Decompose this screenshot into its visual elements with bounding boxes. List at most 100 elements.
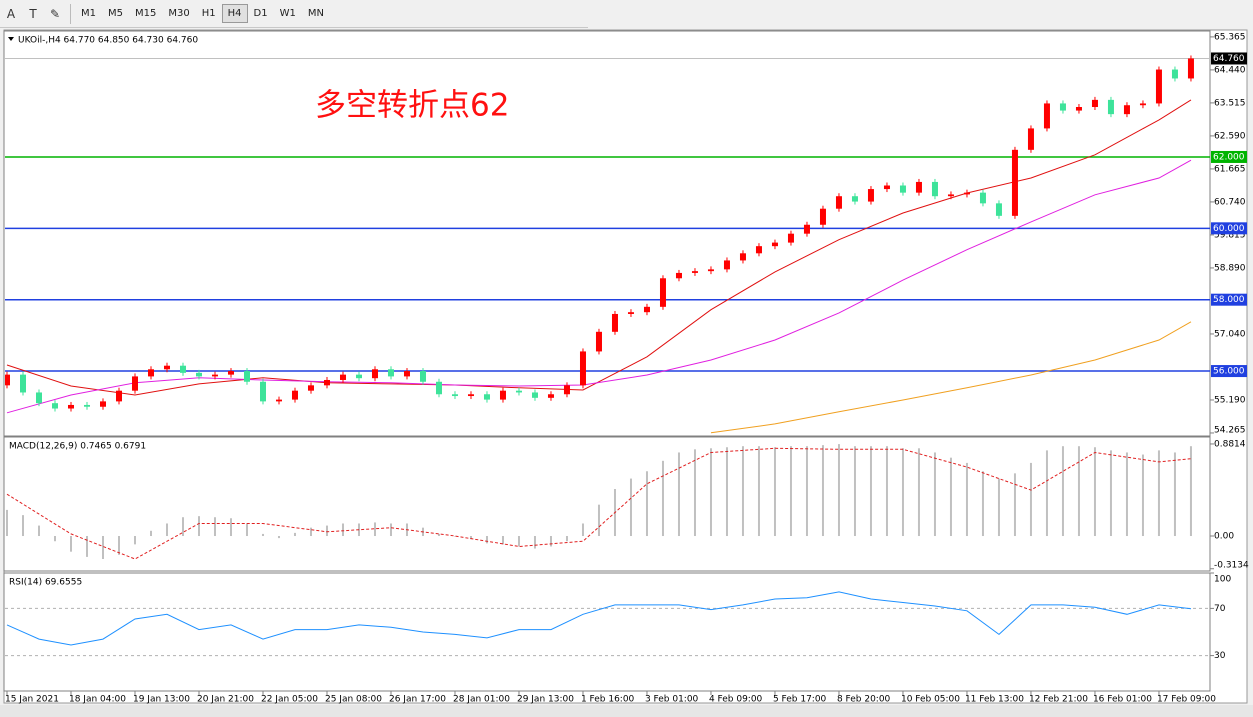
macd-bar (725, 447, 728, 537)
macd-bar (133, 536, 136, 545)
candle (803, 224, 810, 234)
candle (931, 181, 938, 197)
candle (275, 399, 282, 402)
macd-bar (165, 523, 168, 537)
macd-bar (277, 536, 280, 539)
timeframe-button[interactable]: W1 (279, 8, 296, 19)
candle (483, 394, 490, 400)
x-tick-label: 8 Feb 20:00 (837, 695, 891, 705)
macd-bar (325, 525, 328, 537)
candle (179, 365, 186, 373)
timeframe-button[interactable]: D1 (253, 8, 268, 19)
candle (1155, 69, 1162, 104)
tool-button[interactable]: T (29, 6, 37, 21)
candle (963, 192, 970, 195)
x-tick-label: 29 Jan 13:00 (517, 695, 574, 705)
timeframe-button[interactable]: M30 (168, 8, 190, 19)
timeframe-button[interactable]: M15 (135, 8, 157, 19)
level-tag (1211, 365, 1247, 378)
x-tick-label: 3 Feb 01:00 (645, 695, 699, 705)
macd-bar (533, 536, 536, 549)
panel-title: RSI(14) 69.6555 (9, 578, 82, 588)
candle (947, 194, 954, 197)
candle (547, 394, 554, 398)
macd-bar (677, 452, 680, 537)
x-tick-label: 12 Feb 21:00 (1029, 695, 1088, 705)
candle (755, 246, 762, 254)
macd-bar (1013, 473, 1016, 537)
x-tick-label: 18 Jan 04:00 (69, 695, 126, 705)
candle (163, 365, 170, 370)
candle (99, 401, 106, 407)
price-tag (1211, 52, 1247, 65)
plot (5, 444, 1192, 560)
macd-bar (1109, 450, 1112, 537)
tool-button[interactable]: A (6, 6, 16, 21)
candle (291, 390, 298, 400)
price-tag-label: 64.760 (1213, 54, 1245, 64)
annotation: 多空转折点62 (315, 88, 509, 124)
level-label: 60.000 (1213, 224, 1245, 234)
candle (531, 392, 538, 398)
macd-bar (245, 523, 248, 537)
y-tick-label: -0.3134 (1214, 561, 1249, 571)
x-tick-label: 26 Jan 17:00 (389, 695, 446, 705)
toolbar: A T ✎ M1 M5 M15 M30 H1 H4 D1 W1 MN (0, 0, 588, 28)
y-tick-label: 0.8814 (1214, 439, 1246, 449)
x-tick-label: 5 Feb 17:00 (773, 695, 827, 705)
timeframe-button[interactable]: MN (307, 8, 324, 19)
candle (339, 374, 346, 380)
candle (499, 390, 506, 400)
candle (867, 189, 874, 202)
macd-bar (1077, 446, 1080, 537)
x-tick-label: 17 Feb 09:00 (1157, 695, 1216, 705)
candle (691, 271, 698, 273)
macd-bar (21, 515, 24, 537)
plot (5, 591, 1210, 657)
candle (659, 278, 666, 307)
x-tick-label: 20 Jan 21:00 (197, 695, 254, 705)
macd-bar (933, 452, 936, 537)
macd-bar (389, 523, 392, 537)
candle (819, 208, 826, 225)
candle (707, 269, 714, 272)
rsi-line (6, 591, 1192, 646)
moving-average (6, 99, 1192, 396)
timeframe-button[interactable]: M5 (108, 8, 123, 19)
x-tick-label: 10 Feb 05:00 (901, 695, 960, 705)
macd-bar (261, 533, 264, 537)
y-tick-label: 55.190 (1214, 395, 1246, 405)
candle (19, 374, 26, 393)
level-label: 62.000 (1213, 152, 1245, 162)
macd-bar (853, 446, 856, 537)
candle (51, 403, 58, 409)
timeframe-button[interactable]: M1 (81, 8, 96, 19)
candle (979, 192, 986, 204)
candle (611, 313, 618, 332)
candle (355, 374, 362, 379)
timeframe-button[interactable]: H1 (201, 8, 216, 19)
macd-bar (1125, 452, 1128, 537)
macd-bar (901, 448, 904, 537)
candle (227, 371, 234, 375)
macd-bar (661, 460, 664, 537)
macd-bar (549, 536, 552, 547)
y-tick-label: 30 (1214, 651, 1226, 661)
macd-bar (213, 517, 216, 537)
candle (387, 369, 394, 377)
macd-bar (101, 536, 104, 559)
candle (1139, 103, 1146, 106)
macd-bar (981, 471, 984, 537)
macd-bar (1061, 446, 1064, 537)
tool-icon[interactable]: ✎ (49, 6, 61, 21)
macd-bar (693, 449, 696, 537)
x-tick-label: 22 Jan 05:00 (261, 695, 318, 705)
candle (1059, 103, 1066, 111)
candle (595, 331, 602, 352)
timeframe-button[interactable]: H4 (221, 4, 248, 23)
macd-bar (917, 448, 920, 537)
candle (1011, 149, 1018, 216)
candle (83, 404, 90, 407)
macd-bar (1157, 450, 1160, 537)
